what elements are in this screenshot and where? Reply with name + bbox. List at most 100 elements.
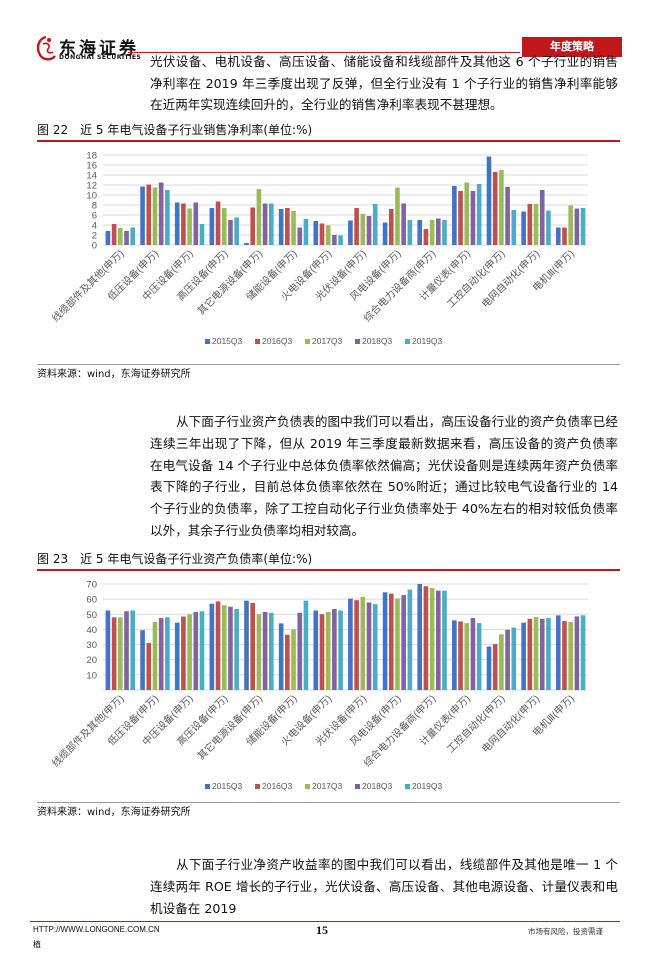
bar-2015Q3 <box>555 227 561 246</box>
bar-2015Q3 <box>348 220 353 246</box>
bar-2018Q3 <box>297 613 303 691</box>
bar-2015Q3 <box>486 646 492 691</box>
legend-label: 2015Q3 <box>212 336 243 346</box>
bar-2017Q3 <box>118 617 123 691</box>
bar-2016Q3 <box>492 172 498 246</box>
legend-label: 2015Q3 <box>212 781 243 791</box>
legend-label: 2016Q3 <box>262 336 293 346</box>
bar-2017Q3 <box>118 228 123 246</box>
bar-2018Q3 <box>193 612 199 691</box>
bar-2016Q3 <box>388 594 394 691</box>
bar-2015Q3 <box>278 623 284 691</box>
bar-2019Q3 <box>580 208 586 246</box>
bar-2016Q3 <box>423 586 429 691</box>
bar-2018Q3 <box>505 187 510 246</box>
bar-2019Q3 <box>338 610 343 691</box>
legend-swatch <box>255 784 260 790</box>
y-tick-label: 60 <box>86 595 97 606</box>
risk-disclaimer: 市场有风险，投资需谨 <box>528 927 603 937</box>
figure-22-bottom-rule <box>37 364 620 366</box>
bar-2017Q3 <box>360 597 366 691</box>
bar-2017Q3 <box>429 220 435 246</box>
bar-2016Q3 <box>319 223 325 246</box>
bar-2018Q3 <box>332 235 337 246</box>
bar-2016Q3 <box>181 203 186 246</box>
bar-2016Q3 <box>319 614 325 691</box>
legend-label: 2018Q3 <box>362 336 393 346</box>
y-tick-label: 12 <box>86 181 97 192</box>
x-category-label: 电网自动化(申万) <box>479 692 542 755</box>
bar-2019Q3 <box>234 609 239 691</box>
bar-2018Q3 <box>262 203 268 246</box>
bar-2016Q3 <box>354 208 359 246</box>
x-category-label: 其它电源设备(申万) <box>195 247 265 317</box>
legend-label: 2017Q3 <box>312 781 343 791</box>
bar-2019Q3 <box>442 590 447 691</box>
y-tick-label: 40 <box>86 625 97 636</box>
bar-2017Q3 <box>464 182 470 246</box>
bar-2018Q3 <box>228 607 233 691</box>
bar-2017Q3 <box>256 614 262 691</box>
bar-2019Q3 <box>338 235 343 246</box>
bar-2019Q3 <box>407 220 413 246</box>
bar-2015Q3 <box>313 610 319 691</box>
legend-swatch <box>355 784 360 790</box>
bar-2016Q3 <box>181 616 186 691</box>
paragraph-3: 从下面子行业净资产收益率的图中我们可以看出，线缆部件及其他是唯一 1 个连续两年… <box>150 854 618 919</box>
bar-2019Q3 <box>511 627 517 691</box>
bar-2018Q3 <box>505 630 510 691</box>
bar-2018Q3 <box>228 220 233 246</box>
y-tick-label: 2 <box>92 231 97 242</box>
paragraph-3-text: 从下面子行业净资产收益率的图中我们可以看出，线缆部件及其他是唯一 1 个连续两年… <box>150 857 618 916</box>
footer-url-continued: 植 <box>33 940 41 950</box>
paragraph-1-text: 光伏设备、电机设备、高压设备、储能设备和线缆部件及其他这 6 个子行业的销售净利… <box>150 54 618 113</box>
bar-2018Q3 <box>539 190 545 246</box>
footer-url[interactable]: HTTP://WWW.LONGONE.COM.CN <box>33 925 160 935</box>
bar-2016Q3 <box>458 191 463 246</box>
net-margin-bar-chart: 024681012141618线缆部件及其他(申万)低压设备(申万)中压设备(申… <box>49 151 588 346</box>
figure-22-title: 图 22 近 5 年电气设备子行业销售净利率(单位:%) <box>37 123 313 138</box>
paragraph-2-text: 从下面子行业资产负债表的图中我们可以看出，高压设备行业的资产负债率已经连续三年出… <box>150 414 618 538</box>
bar-2018Q3 <box>436 218 441 246</box>
paragraph-1: 光伏设备、电机设备、高压设备、储能设备和线缆部件及其他这 6 个子行业的销售净利… <box>150 51 618 116</box>
bar-2017Q3 <box>533 617 539 691</box>
bar-2016Q3 <box>492 644 498 691</box>
bar-2019Q3 <box>476 184 482 246</box>
bar-2018Q3 <box>158 618 164 691</box>
bar-2015Q3 <box>486 156 492 246</box>
bar-2018Q3 <box>262 612 268 691</box>
bar-2017Q3 <box>187 614 192 691</box>
logo-text-en: DONGHAI SECURITIES <box>59 54 142 61</box>
bar-2019Q3 <box>546 210 551 246</box>
y-tick-label: 10 <box>86 671 97 682</box>
x-category-label: 工控自动化(申万) <box>444 692 507 755</box>
bar-2016Q3 <box>215 601 221 691</box>
footer-divider <box>30 921 620 923</box>
page-body: 光伏设备、电机设备、高压设备、储能设备和线缆部件及其他这 6 个子行业的销售净利… <box>0 51 650 961</box>
bar-2016Q3 <box>458 621 463 691</box>
legend-label: 2018Q3 <box>362 781 393 791</box>
company-logo: 东海证券 DONGHAI SECURITIES <box>35 34 145 62</box>
bar-2019Q3 <box>580 615 586 691</box>
bar-2016Q3 <box>388 209 394 246</box>
bar-2015Q3 <box>452 620 457 691</box>
bar-2018Q3 <box>297 227 303 246</box>
header-divider <box>128 52 520 53</box>
y-tick-label: 8 <box>92 201 97 212</box>
bar-2018Q3 <box>436 590 441 691</box>
bar-2016Q3 <box>250 603 255 691</box>
figure-23-rule <box>37 569 620 572</box>
bar-2015Q3 <box>521 211 526 246</box>
bar-2019Q3 <box>372 604 378 691</box>
legend-label: 2016Q3 <box>262 781 293 791</box>
debt-ratio-bar-chart: 10203040506070线缆部件及其他(申万)低压设备(申万)中压设备(申万… <box>49 580 588 791</box>
figure-23-bottom-rule <box>37 802 620 804</box>
figure-22-source: 资料来源：wind，东海证券研究所 <box>37 369 191 381</box>
bar-2019Q3 <box>303 600 309 691</box>
bar-2017Q3 <box>499 634 504 691</box>
bar-2015Q3 <box>452 186 457 246</box>
y-tick-label: 14 <box>86 171 97 182</box>
bar-2015Q3 <box>140 186 145 246</box>
bar-2015Q3 <box>209 604 215 691</box>
bar-2016Q3 <box>527 619 533 691</box>
